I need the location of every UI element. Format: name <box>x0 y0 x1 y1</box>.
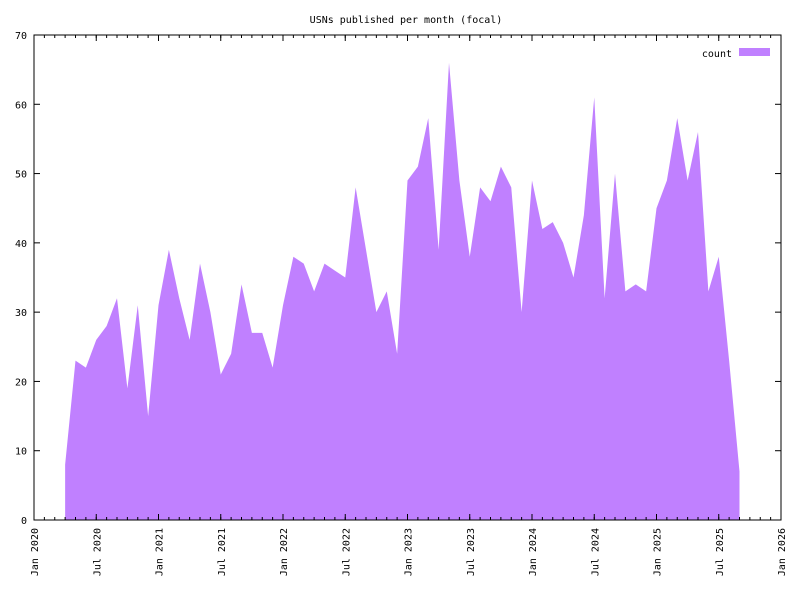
x-tick-label: Jan 2024 <box>528 528 539 576</box>
x-tick-label: Jan 2022 <box>279 528 290 576</box>
y-tick-label: 60 <box>15 100 27 111</box>
y-tick-label: 70 <box>15 31 27 42</box>
y-tick-label: 0 <box>21 516 27 527</box>
legend: count <box>702 48 770 60</box>
x-tick-label: Jan 2021 <box>155 528 166 576</box>
x-tick-label: Jan 2026 <box>777 528 788 576</box>
x-tick-label: Jan 2023 <box>404 528 415 576</box>
y-tick-label: 30 <box>15 308 27 319</box>
x-tick-label: Jul 2024 <box>590 528 601 576</box>
y-tick-label: 40 <box>15 239 27 250</box>
x-tick-label: Jul 2022 <box>341 528 352 576</box>
x-tick-label: Jul 2020 <box>92 528 103 576</box>
plot-frame <box>33 34 782 521</box>
x-tick-label: Jan 2020 <box>30 528 41 576</box>
x-tick-label: Jul 2025 <box>715 528 726 576</box>
y-tick-label: 20 <box>15 377 27 388</box>
area-layer <box>65 62 740 521</box>
x-tick-label: Jan 2025 <box>653 528 664 576</box>
y-tick-label: 50 <box>15 170 27 181</box>
x-tick-label: Jul 2021 <box>217 528 228 576</box>
chart-title: USNs published per month (focal) <box>310 15 503 26</box>
x-tick-label: Jul 2023 <box>466 528 477 576</box>
series-area-count <box>65 62 740 521</box>
legend-label: count <box>702 49 732 60</box>
legend-swatch <box>739 48 770 56</box>
y-tick-label: 10 <box>15 447 27 458</box>
